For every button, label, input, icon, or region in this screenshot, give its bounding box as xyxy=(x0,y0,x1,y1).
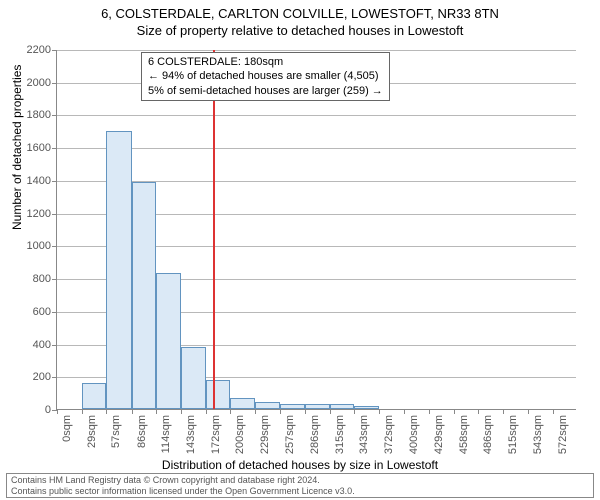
histogram-bar xyxy=(132,182,156,409)
histogram-bar xyxy=(305,404,330,409)
y-tick-label: 2200 xyxy=(27,44,51,56)
x-tick-label: 315sqm xyxy=(334,415,346,454)
x-tick-label: 114sqm xyxy=(160,415,172,453)
x-tick-label: 200sqm xyxy=(234,415,246,454)
x-tick-label: 257sqm xyxy=(284,415,296,454)
page-title: 6, COLSTERDALE, CARLTON COLVILLE, LOWEST… xyxy=(0,6,600,21)
x-tick xyxy=(181,409,182,414)
x-tick-label: 372sqm xyxy=(383,415,395,454)
x-tick-label: 400sqm xyxy=(408,415,420,454)
y-axis-label: Number of detached properties xyxy=(10,65,24,230)
y-tick-label: 200 xyxy=(33,371,51,383)
histogram-bar xyxy=(354,406,379,409)
y-tick-label: 400 xyxy=(33,339,51,351)
x-tick xyxy=(57,409,58,414)
annotation-line: ← 94% of detached houses are smaller (4,… xyxy=(148,69,383,83)
x-tick-label: 229sqm xyxy=(259,415,271,454)
x-tick-label: 429sqm xyxy=(433,415,445,454)
x-tick xyxy=(503,409,504,414)
annotation-box: 6 COLSTERDALE: 180sqm← 94% of detached h… xyxy=(141,52,390,101)
x-tick-label: 0sqm xyxy=(61,415,73,442)
footer-line-1: Contains HM Land Registry data © Crown c… xyxy=(11,475,589,485)
y-tick-label: 1800 xyxy=(27,109,51,121)
histogram-bar xyxy=(280,404,305,409)
plot-area: 0200400600800100012001400160018002000220… xyxy=(56,50,576,410)
annotation-line: 5% of semi-detached houses are larger (2… xyxy=(148,84,383,98)
bars-group xyxy=(57,50,576,409)
x-tick-label: 486sqm xyxy=(482,415,494,454)
reference-line xyxy=(213,50,215,409)
x-tick-label: 515sqm xyxy=(507,415,519,454)
y-tick-label: 1200 xyxy=(27,208,51,220)
x-tick xyxy=(230,409,231,414)
page-subtitle: Size of property relative to detached ho… xyxy=(0,23,600,38)
y-tick-label: 1000 xyxy=(27,240,51,252)
y-tick-label: 2000 xyxy=(27,77,51,89)
x-tick xyxy=(379,409,380,414)
histogram-bar xyxy=(255,402,279,409)
histogram-bar xyxy=(181,347,206,409)
histogram-bar xyxy=(106,131,131,409)
x-tick xyxy=(206,409,207,414)
histogram-bar xyxy=(230,398,255,409)
histogram-bar xyxy=(82,383,106,409)
x-tick xyxy=(478,409,479,414)
x-tick-label: 143sqm xyxy=(185,415,197,454)
y-tick-label: 800 xyxy=(33,273,51,285)
x-tick xyxy=(454,409,455,414)
x-tick xyxy=(132,409,133,414)
footer-attribution: Contains HM Land Registry data © Crown c… xyxy=(6,473,594,498)
histogram-chart: 0200400600800100012001400160018002000220… xyxy=(56,50,576,410)
x-tick xyxy=(354,409,355,414)
x-tick xyxy=(82,409,83,414)
y-tick-label: 1600 xyxy=(27,142,51,154)
y-tick-label: 0 xyxy=(45,404,51,416)
x-tick xyxy=(553,409,554,414)
x-tick xyxy=(305,409,306,414)
y-tick-label: 1400 xyxy=(27,175,51,187)
annotation-line: 6 COLSTERDALE: 180sqm xyxy=(148,55,383,69)
x-tick-label: 29sqm xyxy=(86,415,98,448)
x-axis-label: Distribution of detached houses by size … xyxy=(0,458,600,472)
x-tick xyxy=(404,409,405,414)
x-tick xyxy=(528,409,529,414)
footer-line-2: Contains public sector information licen… xyxy=(11,486,589,496)
x-tick-label: 572sqm xyxy=(557,415,569,454)
x-tick xyxy=(106,409,107,414)
x-tick xyxy=(429,409,430,414)
x-tick-label: 458sqm xyxy=(458,415,470,454)
x-tick-label: 286sqm xyxy=(309,415,321,454)
x-tick xyxy=(156,409,157,414)
x-tick xyxy=(255,409,256,414)
histogram-bar xyxy=(206,380,230,409)
x-tick xyxy=(330,409,331,414)
x-tick-label: 343sqm xyxy=(358,415,370,454)
x-tick-label: 543sqm xyxy=(532,415,544,454)
x-tick-label: 86sqm xyxy=(136,415,148,448)
x-tick-label: 172sqm xyxy=(210,415,222,454)
x-tick xyxy=(280,409,281,414)
histogram-bar xyxy=(330,404,354,409)
y-tick-label: 600 xyxy=(33,306,51,318)
histogram-bar xyxy=(156,273,181,409)
x-tick-label: 57sqm xyxy=(110,415,122,448)
